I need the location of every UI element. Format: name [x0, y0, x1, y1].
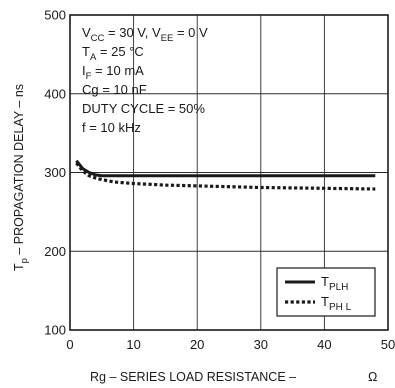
condition-line: VCC = 30 V, VEE = 0 V	[82, 25, 208, 44]
x-tick-label: 40	[317, 337, 331, 352]
x-tick-label: 30	[254, 337, 268, 352]
series-line-plh	[75, 159, 376, 178]
y-tick-label: 300	[44, 165, 66, 180]
series-layer	[75, 159, 376, 191]
legend-box	[276, 267, 376, 317]
y-tick-label: 500	[44, 8, 66, 23]
legend-label: TPLH	[321, 274, 348, 293]
y-tick-label: 400	[44, 86, 66, 101]
test-conditions: VCC = 30 V, VEE = 0 VTA = 25 °CIF = 10 m…	[82, 25, 208, 135]
condition-line: DUTY CYCLE = 50%	[82, 101, 205, 116]
condition-line: f = 10 kHz	[82, 120, 141, 135]
condition-line: Cg = 10 nF	[82, 82, 147, 97]
x-axis-unit: Ω	[368, 370, 377, 384]
x-tick-label: 0	[66, 337, 73, 352]
legend-label: TPH L	[321, 294, 352, 313]
tick-labels: 100 200 300 400 500 0 10 20 30 40 50	[44, 8, 395, 353]
plot-frame	[69, 14, 389, 331]
condition-line: IF = 10 mA	[82, 63, 144, 82]
y-axis-label: Tp – PROPAGATION DELAY – ns	[12, 84, 30, 271]
y-tick-label: 200	[44, 244, 66, 259]
x-tick-label: 10	[126, 337, 140, 352]
x-tick-label: 50	[381, 337, 395, 352]
x-tick-label: 20	[190, 337, 204, 352]
grid	[70, 15, 388, 330]
x-axis-label: Rg – SERIES LOAD RESISTANCE –	[90, 370, 296, 384]
y-tick-label: 100	[44, 323, 66, 338]
condition-line: TA = 25 °C	[82, 44, 144, 63]
